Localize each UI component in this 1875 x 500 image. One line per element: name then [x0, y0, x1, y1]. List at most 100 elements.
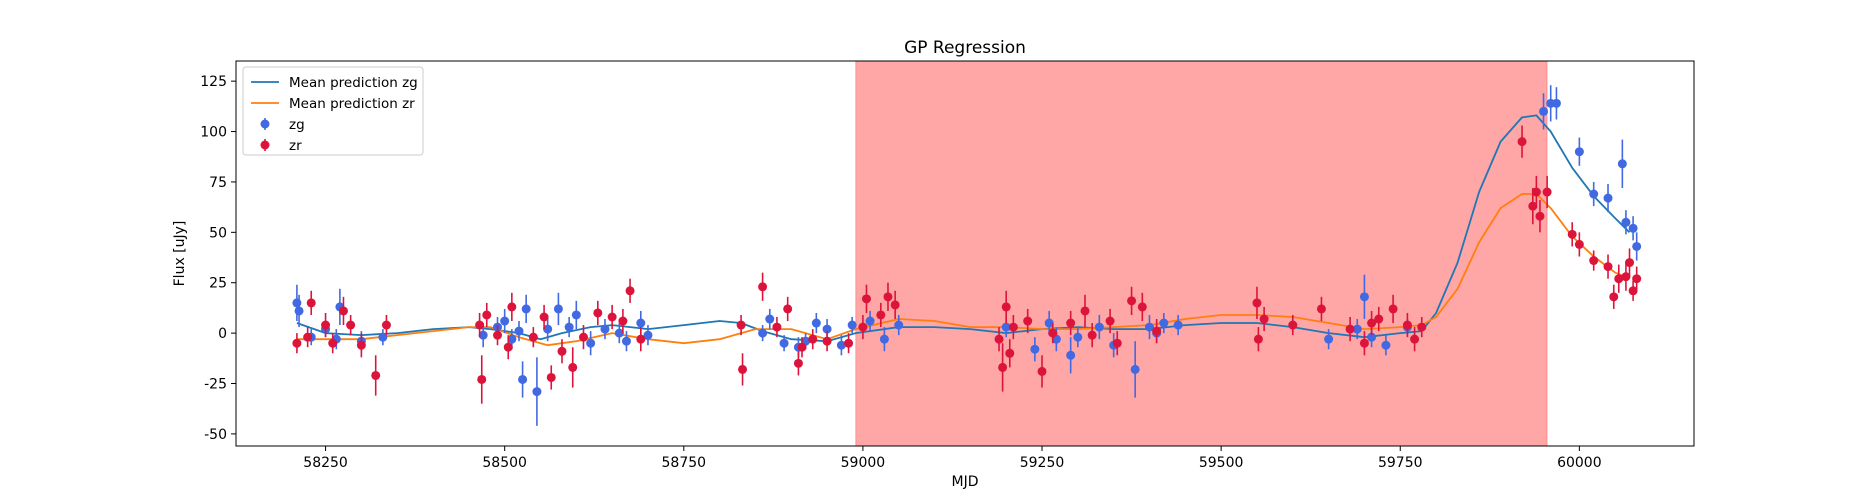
y-axis-ticks: -50 -25 0 25 50 75 100 125: [200, 74, 236, 443]
data-point: [1112, 338, 1122, 348]
data-point: [518, 374, 528, 384]
data-point: [607, 312, 617, 322]
data-point: [1137, 302, 1147, 312]
x-tick-label: 59500: [1199, 455, 1244, 471]
data-point: [1388, 304, 1398, 314]
data-point: [1316, 304, 1326, 314]
data-point: [546, 372, 556, 382]
shaded-region: [855, 60, 1548, 447]
data-point: [1005, 348, 1015, 358]
data-point: [1621, 217, 1631, 227]
data-point: [1417, 322, 1427, 332]
data-point: [1402, 320, 1412, 330]
data-point: [1066, 318, 1076, 328]
data-point: [1094, 322, 1104, 332]
data-point: [797, 342, 807, 352]
x-axis-label: MJD: [952, 474, 979, 490]
data-point: [1531, 187, 1541, 197]
data-point: [1359, 292, 1369, 302]
data-point: [477, 374, 487, 384]
x-tick-label: 59000: [841, 455, 886, 471]
data-point: [738, 364, 748, 374]
data-point: [1574, 239, 1584, 249]
data-point: [1603, 262, 1613, 272]
data-point: [557, 346, 567, 356]
data-point: [1288, 320, 1298, 330]
data-point: [1105, 316, 1115, 326]
data-point: [378, 332, 388, 342]
data-point: [1567, 229, 1577, 239]
data-point: [1374, 314, 1384, 324]
data-point: [822, 336, 832, 346]
data-point: [292, 338, 302, 348]
data-point: [1609, 292, 1619, 302]
data-point: [503, 342, 513, 352]
data-point: [514, 326, 524, 336]
data-point: [1073, 332, 1083, 342]
series-zr: [292, 125, 1642, 404]
data-point: [808, 334, 818, 344]
data-point: [736, 320, 746, 330]
data-point: [1152, 326, 1162, 336]
legend-label: zg: [289, 117, 305, 133]
data-point: [1551, 98, 1561, 108]
data-point: [836, 340, 846, 350]
data-point: [381, 320, 391, 330]
data-point: [1008, 322, 1018, 332]
data-point: [625, 286, 635, 296]
data-point: [356, 340, 366, 350]
y-axis-label: Flux [uJy]: [172, 221, 188, 287]
data-points-layer: [292, 85, 1642, 426]
data-point: [1367, 318, 1377, 328]
x-tick-label: 58500: [482, 455, 527, 471]
shaded-region-layer: [855, 60, 1548, 447]
x-tick-label: 58250: [303, 455, 348, 471]
data-point: [772, 322, 782, 332]
data-point: [643, 330, 653, 340]
legend-marker-swatch: [260, 119, 270, 129]
data-point: [894, 320, 904, 330]
data-point: [1625, 258, 1635, 268]
y-tick-label: -25: [204, 377, 227, 393]
data-point: [998, 362, 1008, 372]
x-tick-label: 58750: [662, 455, 707, 471]
data-point: [564, 322, 574, 332]
data-point: [1037, 366, 1047, 376]
data-point: [1574, 147, 1584, 157]
data-point: [1130, 364, 1140, 374]
data-point: [1023, 316, 1033, 326]
data-point: [614, 328, 624, 338]
data-point: [618, 316, 628, 326]
data-point: [861, 294, 871, 304]
data-point: [636, 334, 646, 344]
data-point: [328, 338, 338, 348]
data-point: [532, 387, 542, 397]
data-point: [758, 282, 768, 292]
data-point: [1044, 318, 1054, 328]
legend: Mean prediction zg Mean prediction zr zg zr: [242, 66, 424, 156]
y-tick-label: -50: [204, 427, 227, 443]
mean-line-mean-prediction-zr: [296, 193, 1630, 347]
data-point: [593, 308, 603, 318]
legend-marker-swatch: [260, 140, 270, 150]
data-point: [1001, 302, 1011, 312]
data-point: [636, 318, 646, 328]
data-point: [1259, 314, 1269, 324]
data-point: [303, 332, 313, 342]
data-point: [500, 316, 510, 326]
data-point: [1144, 322, 1154, 332]
data-point: [1066, 350, 1076, 360]
data-point: [1589, 256, 1599, 266]
legend-label: Mean prediction zg: [289, 75, 418, 91]
y-tick-label: 100: [200, 125, 227, 141]
data-point: [292, 298, 302, 308]
data-point: [1367, 332, 1377, 342]
data-point: [758, 328, 768, 338]
data-point: [858, 322, 868, 332]
data-point: [1159, 318, 1169, 328]
data-point: [507, 334, 517, 344]
data-point: [1030, 344, 1040, 354]
data-point: [553, 304, 563, 314]
data-point: [578, 332, 588, 342]
data-point: [1087, 330, 1097, 340]
